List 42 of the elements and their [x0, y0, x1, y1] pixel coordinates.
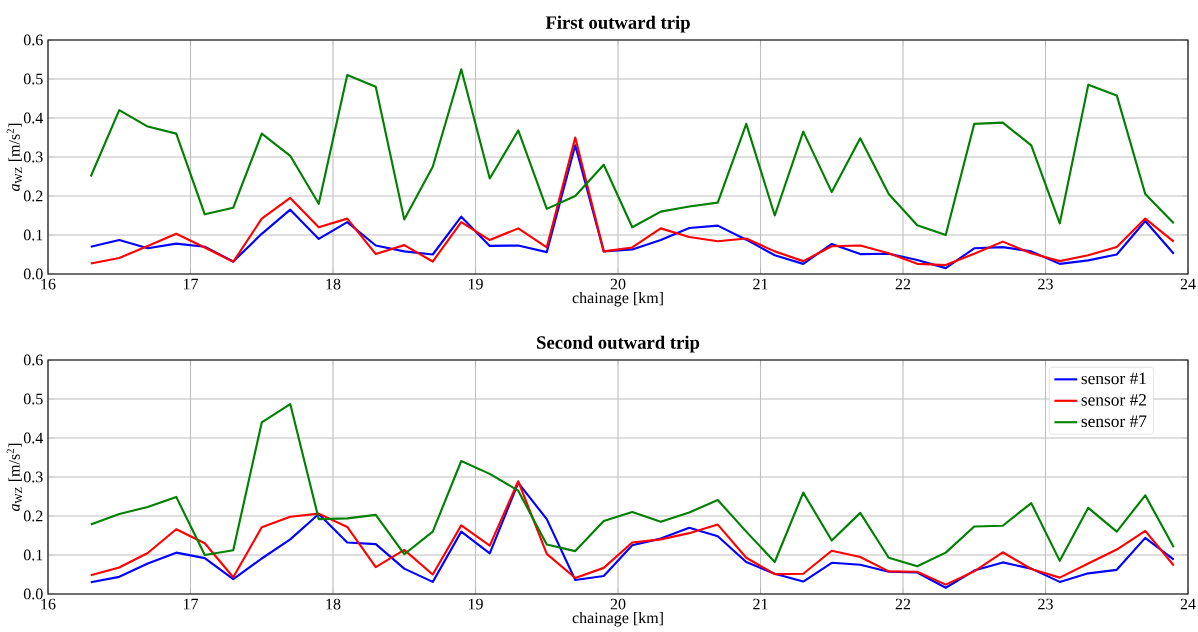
y-tick-label: 0.1	[23, 549, 43, 561]
line-series	[89, 68, 1175, 237]
y-axis-title: a$_{WZ}$ [m/s$^{2}$]	[6, 443, 23, 512]
chart-title: Second outward trip	[537, 335, 700, 353]
x-tick-label: 21	[753, 278, 768, 290]
legend-label: sensor #1	[1081, 372, 1146, 385]
x-tick-label: 24	[1180, 278, 1196, 290]
y-tick-label: 0.4	[23, 112, 44, 124]
x-tick-label: 16	[41, 278, 56, 290]
y-tick-label: 0.2	[23, 510, 43, 522]
x-tick-label: 19	[468, 278, 483, 290]
y-tick-label: 0.5	[23, 393, 43, 405]
y-tick-label: 0.6	[23, 354, 43, 366]
legend-label: sensor #7	[1081, 415, 1147, 428]
x-tick-label: 20	[610, 278, 626, 290]
x-tick-label: 18	[326, 278, 341, 290]
y-tick-label: 0.3	[23, 471, 43, 483]
y-tick-label: 0.2	[23, 190, 43, 202]
x-tick-label: 23	[1038, 278, 1053, 290]
x-tick-label: 23	[1038, 598, 1053, 610]
x-tick-label: 21	[753, 598, 768, 610]
x-tick-label: 24	[1180, 598, 1196, 610]
chart-title: First outward trip	[545, 15, 690, 33]
x-tick-label: 19	[468, 598, 483, 610]
x-tick-label: 22	[895, 598, 911, 610]
y-tick-label: 0.4	[23, 432, 44, 444]
legend-label: sensor #2	[1081, 394, 1146, 406]
y-tick-label: 0.1	[23, 229, 43, 241]
x-tick-label: 20	[610, 598, 626, 610]
x-axis-title: chainage [km]	[572, 291, 663, 307]
y-tick-label: 0.6	[23, 34, 43, 46]
y-tick-label: 0.0	[23, 588, 43, 600]
x-tick-label: 17	[183, 278, 199, 290]
y-axis-title: a$_{WZ}$ [m/s$^{2}$]	[6, 123, 23, 192]
x-tick-label: 22	[895, 278, 911, 290]
y-tick-label: 0.0	[23, 268, 43, 280]
x-tick-label: 17	[183, 598, 199, 610]
y-tick-label: 0.5	[23, 73, 43, 85]
x-tick-label: 18	[326, 598, 341, 610]
x-tick-label: 16	[41, 598, 56, 610]
y-tick-label: 0.3	[23, 151, 43, 163]
x-axis-title: chainage [km]	[572, 611, 663, 627]
